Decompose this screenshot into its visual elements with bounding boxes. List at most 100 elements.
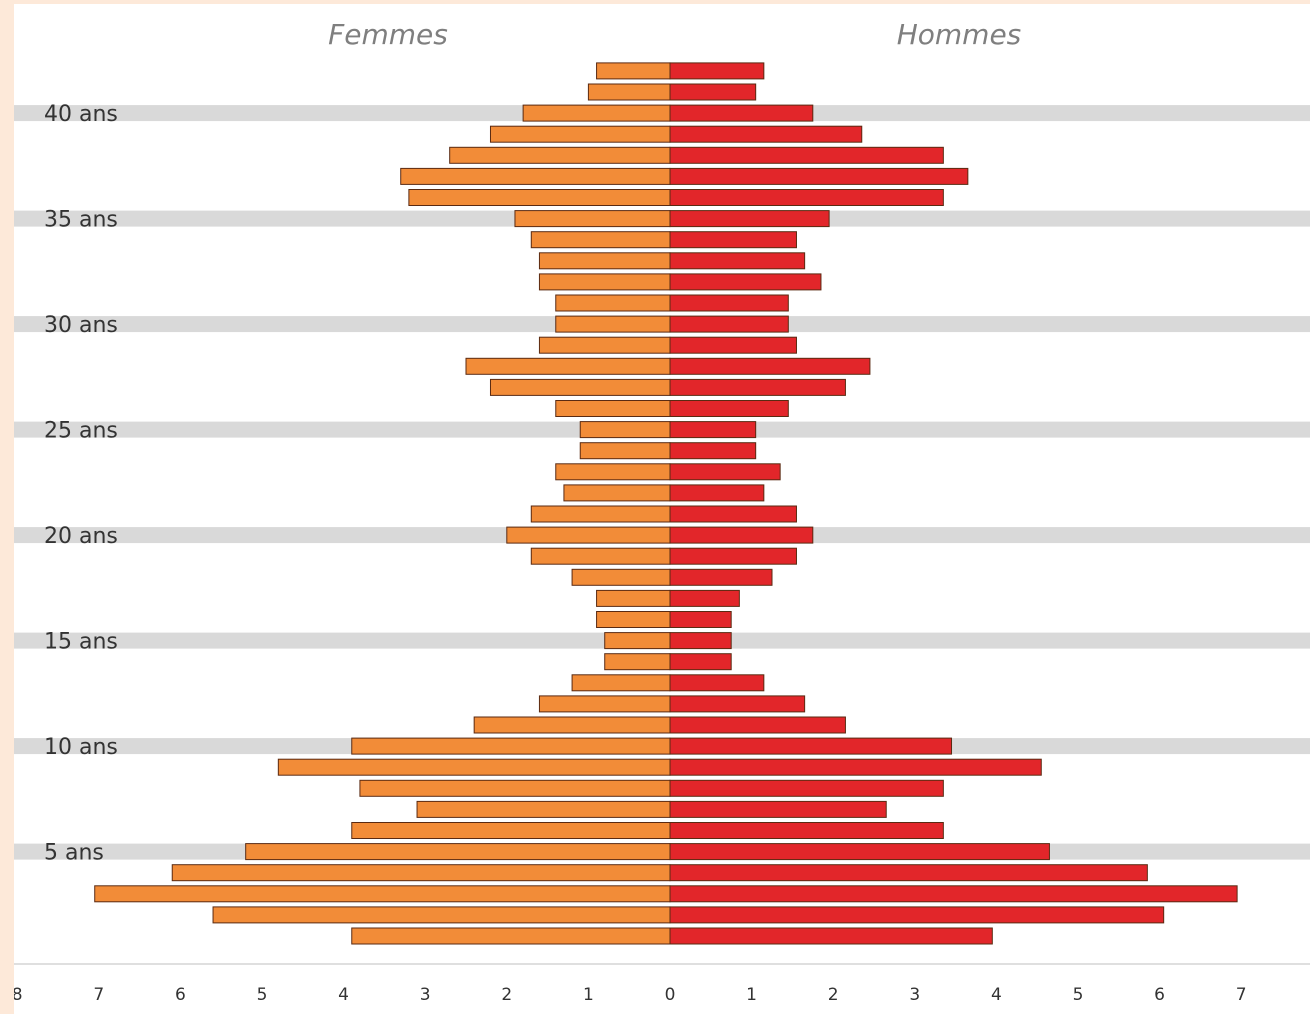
left-bar xyxy=(514,210,671,228)
right-bar xyxy=(669,421,757,439)
left-bar xyxy=(171,864,671,882)
left-bar xyxy=(449,146,671,164)
right-bar xyxy=(669,146,944,164)
right-bar xyxy=(669,167,969,185)
left-bar xyxy=(522,104,671,122)
x-tick-label: 6 xyxy=(1154,985,1165,1005)
x-tick-label: 6 xyxy=(175,985,186,1005)
left-bar xyxy=(555,294,671,312)
left-bar xyxy=(530,547,671,565)
x-tick-label: 4 xyxy=(991,985,1002,1005)
left-bar xyxy=(596,62,671,80)
right-bar xyxy=(669,315,789,333)
left-bar xyxy=(538,336,671,354)
left-bar xyxy=(579,442,671,460)
left-bar xyxy=(530,231,671,249)
right-bar xyxy=(669,547,797,565)
x-tick-label: 1 xyxy=(746,985,757,1005)
right-bar xyxy=(669,716,846,734)
x-tick-label: 7 xyxy=(1236,985,1247,1005)
left-bar xyxy=(94,885,671,903)
right-bar xyxy=(669,589,740,607)
right-bar xyxy=(669,83,757,101)
age-label-5: 5 ans xyxy=(44,841,104,866)
right-bar xyxy=(669,463,781,481)
right-bar xyxy=(669,484,765,502)
right-bar xyxy=(669,843,1050,861)
left-bar xyxy=(400,167,671,185)
age-labels: 5 ans 10 ans 15 ans 20 ans 25 ans 30 ans 35 an… xyxy=(44,102,118,866)
right-bar xyxy=(669,210,830,228)
right-bar xyxy=(669,864,1148,882)
right-bar xyxy=(669,62,765,80)
left-bar xyxy=(408,189,671,206)
right-bar xyxy=(669,336,797,354)
left-bar xyxy=(465,357,671,375)
right-bar xyxy=(669,674,765,692)
left-bar xyxy=(245,843,671,861)
left-bar xyxy=(555,463,671,481)
left-bar xyxy=(489,378,671,396)
left-bar xyxy=(506,526,671,544)
left-bar xyxy=(359,779,671,797)
right-bar xyxy=(669,357,871,375)
right-bar xyxy=(669,505,797,523)
left-bar xyxy=(530,505,671,523)
left-bar xyxy=(277,758,671,776)
left-bar xyxy=(596,611,671,628)
age-label-40: 40 ans xyxy=(44,102,118,127)
chart-frame: Femmes Hommes 5 ans 10 ans 15 ans 20 ans 25 … xyxy=(14,4,1310,1014)
left-bar xyxy=(596,589,671,607)
right-bar xyxy=(669,442,757,460)
right-bar xyxy=(669,526,814,544)
age-label-30: 30 ans xyxy=(44,313,118,338)
left-bar xyxy=(489,125,671,143)
right-bar xyxy=(669,632,732,650)
x-tick-label: 5 xyxy=(1073,985,1084,1005)
bars xyxy=(94,62,1238,945)
x-ticks: 8 7 6 5 4 3 2 1 0 1 2 3 4 5 6 7 xyxy=(14,985,1247,1005)
right-bar xyxy=(669,927,993,945)
left-bar xyxy=(473,716,671,734)
left-bar xyxy=(538,695,671,713)
right-bar xyxy=(669,758,1042,776)
x-tick-label: 7 xyxy=(93,985,104,1005)
left-bar xyxy=(351,927,671,945)
right-bar xyxy=(669,273,822,291)
left-bar xyxy=(351,737,671,755)
right-side-label: Hommes xyxy=(897,18,1022,51)
left-bar xyxy=(555,400,671,417)
right-bar xyxy=(669,125,863,143)
right-bar xyxy=(669,231,797,249)
right-bar xyxy=(669,378,846,396)
left-bar xyxy=(538,273,671,291)
right-bar xyxy=(669,400,789,417)
right-bar xyxy=(669,906,1165,924)
age-label-10: 10 ans xyxy=(44,735,118,760)
age-label-20: 20 ans xyxy=(44,524,118,549)
left-bar xyxy=(563,484,671,502)
left-bar xyxy=(571,674,671,692)
right-bar xyxy=(669,568,773,586)
age-label-15: 15 ans xyxy=(44,630,118,655)
left-bar xyxy=(587,83,671,101)
right-bar xyxy=(669,885,1238,903)
right-bar xyxy=(669,611,732,628)
left-bar xyxy=(538,252,671,270)
right-bar xyxy=(669,800,887,818)
left-bar xyxy=(604,632,671,650)
left-bar xyxy=(604,653,671,671)
right-bar xyxy=(669,189,944,206)
right-bar xyxy=(669,653,732,671)
right-bar xyxy=(669,822,944,839)
left-bar xyxy=(571,568,671,586)
x-tick-label: 4 xyxy=(338,985,349,1005)
left-bar xyxy=(579,421,671,439)
right-bar xyxy=(669,104,814,122)
x-tick-label: 3 xyxy=(909,985,920,1005)
right-bar xyxy=(669,779,944,797)
age-label-35: 35 ans xyxy=(44,208,118,233)
left-bar xyxy=(351,822,671,839)
left-bar xyxy=(416,800,671,818)
